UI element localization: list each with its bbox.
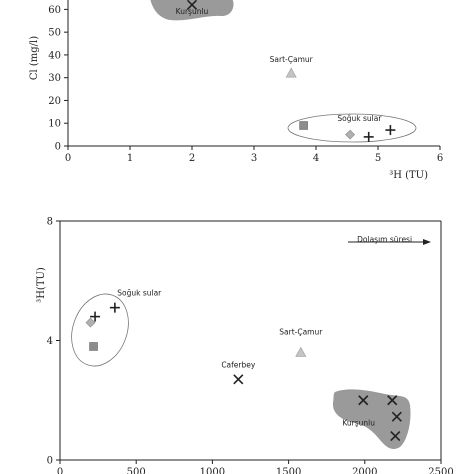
y-axis-label: ³H(TU) <box>36 267 47 303</box>
x-tick-label: 1000 <box>200 467 225 474</box>
y-tick-label: 30 <box>48 73 61 84</box>
x-tick-label: 1 <box>127 153 133 164</box>
annotation-label: Soğuk sular <box>117 289 162 298</box>
x-axis-label: ³H (TU) <box>389 170 428 181</box>
square-marker <box>89 342 98 351</box>
diamond-marker <box>345 129 356 140</box>
point-x-1-7 <box>387 395 398 406</box>
soguk-sular-ellipse-top <box>287 113 417 143</box>
point-plus-0-5 <box>385 125 396 136</box>
annotation-label: Dolaşım süresi <box>357 235 412 244</box>
point-diamond-1-0 <box>85 317 96 328</box>
y-axis-label: Cl (mg/l) <box>29 36 40 80</box>
x-marker-stroke <box>390 431 401 442</box>
annotation-label: Sart-Çamur <box>279 328 323 337</box>
point-diamond-0-3 <box>345 129 356 140</box>
y-tick-label: 40 <box>48 50 61 61</box>
x-marker-stroke <box>186 0 198 10</box>
x-marker-stroke <box>358 395 369 406</box>
y-tick-label: 50 <box>48 28 61 39</box>
x-tick-label: 2 <box>189 153 195 164</box>
square-marker <box>299 121 308 130</box>
point-triangle-1-4 <box>295 346 307 357</box>
point-plus-0-4 <box>363 131 374 142</box>
x-tick-label: 0 <box>57 467 63 474</box>
point-x-1-5 <box>233 374 244 385</box>
x-tick-label: 0 <box>65 153 71 164</box>
point-square-1-3 <box>89 342 98 351</box>
annotation-label: Kurşunlu <box>342 419 375 428</box>
point-square-0-2 <box>299 121 308 130</box>
point-x-1-6 <box>358 395 369 406</box>
x-marker-stroke <box>387 395 398 406</box>
point-triangle-0-1 <box>285 67 297 78</box>
point-plus-1-2 <box>109 302 120 313</box>
point-x-0-0 <box>186 0 198 10</box>
diamond-marker <box>85 317 96 328</box>
x-tick-label: 1500 <box>276 467 301 474</box>
annotation-label: Kurşunlu <box>176 7 209 16</box>
annotation-label: Soğuk sular <box>337 114 382 123</box>
x-tick-label: 500 <box>127 467 146 474</box>
x-tick-label: 2500 <box>428 467 453 474</box>
x-tick-label: 6 <box>437 153 443 164</box>
point-plus-1-1 <box>90 311 101 322</box>
x-tick-label: 2000 <box>352 467 377 474</box>
x-marker-stroke <box>233 374 244 385</box>
y-tick-label: 0 <box>55 142 61 153</box>
y-tick-label: 0 <box>47 456 53 467</box>
y-tick-label: 60 <box>48 5 61 16</box>
annotation-label: Sart-Çamur <box>270 55 314 64</box>
kursunlu-blob-top <box>150 0 234 21</box>
y-tick-label: 20 <box>48 96 61 107</box>
y-tick-label: 10 <box>48 119 61 130</box>
point-x-1-9 <box>390 431 401 442</box>
x-tick-label: 5 <box>375 153 381 164</box>
soguk-sular-ellipse-bottom <box>71 293 129 367</box>
point-x-1-8 <box>391 411 402 422</box>
x-tick-label: 3 <box>251 153 257 164</box>
dolasim-arrow-head <box>423 239 431 245</box>
kursunlu-blob-bottom <box>332 389 411 450</box>
annotation-label: Caferbey <box>221 360 256 369</box>
x-marker-stroke <box>391 411 402 422</box>
x-tick-label: 4 <box>313 153 319 164</box>
triangle-marker <box>295 346 307 357</box>
y-tick-label: 8 <box>47 217 53 228</box>
triangle-marker <box>285 67 297 78</box>
y-tick-label: 4 <box>47 336 53 347</box>
